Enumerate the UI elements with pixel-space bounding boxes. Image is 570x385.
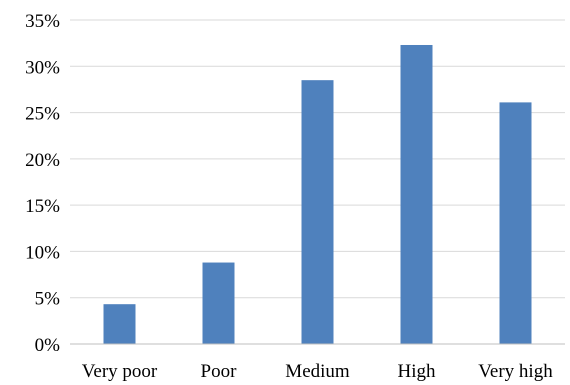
x-tick-label: Very high: [478, 361, 553, 382]
bar-poor: [202, 262, 235, 344]
x-tick-label: High: [398, 361, 437, 382]
bar-very-poor: [103, 304, 136, 344]
y-tick-label: 35%: [25, 11, 60, 32]
x-axis-tick-labels: Very poor Poor Medium High Very high: [82, 361, 553, 382]
x-tick-label: Very poor: [82, 361, 158, 382]
bar-high: [400, 44, 433, 344]
y-tick-label: 20%: [25, 150, 60, 171]
y-tick-label: 15%: [25, 196, 60, 217]
x-tick-label: Poor: [201, 361, 238, 382]
y-axis-tick-labels: 0% 5% 10% 15% 20% 25% 30% 35%: [25, 11, 60, 356]
bars: [103, 44, 532, 345]
bar-very-high: [499, 102, 532, 344]
y-tick-label: 5%: [35, 289, 61, 310]
bar-medium: [301, 80, 334, 345]
y-tick-label: 10%: [25, 242, 60, 263]
y-tick-label: 30%: [25, 57, 60, 78]
y-tick-label: 0%: [35, 335, 61, 356]
x-tick-label: Medium: [285, 361, 350, 382]
y-tick-label: 25%: [25, 104, 60, 125]
